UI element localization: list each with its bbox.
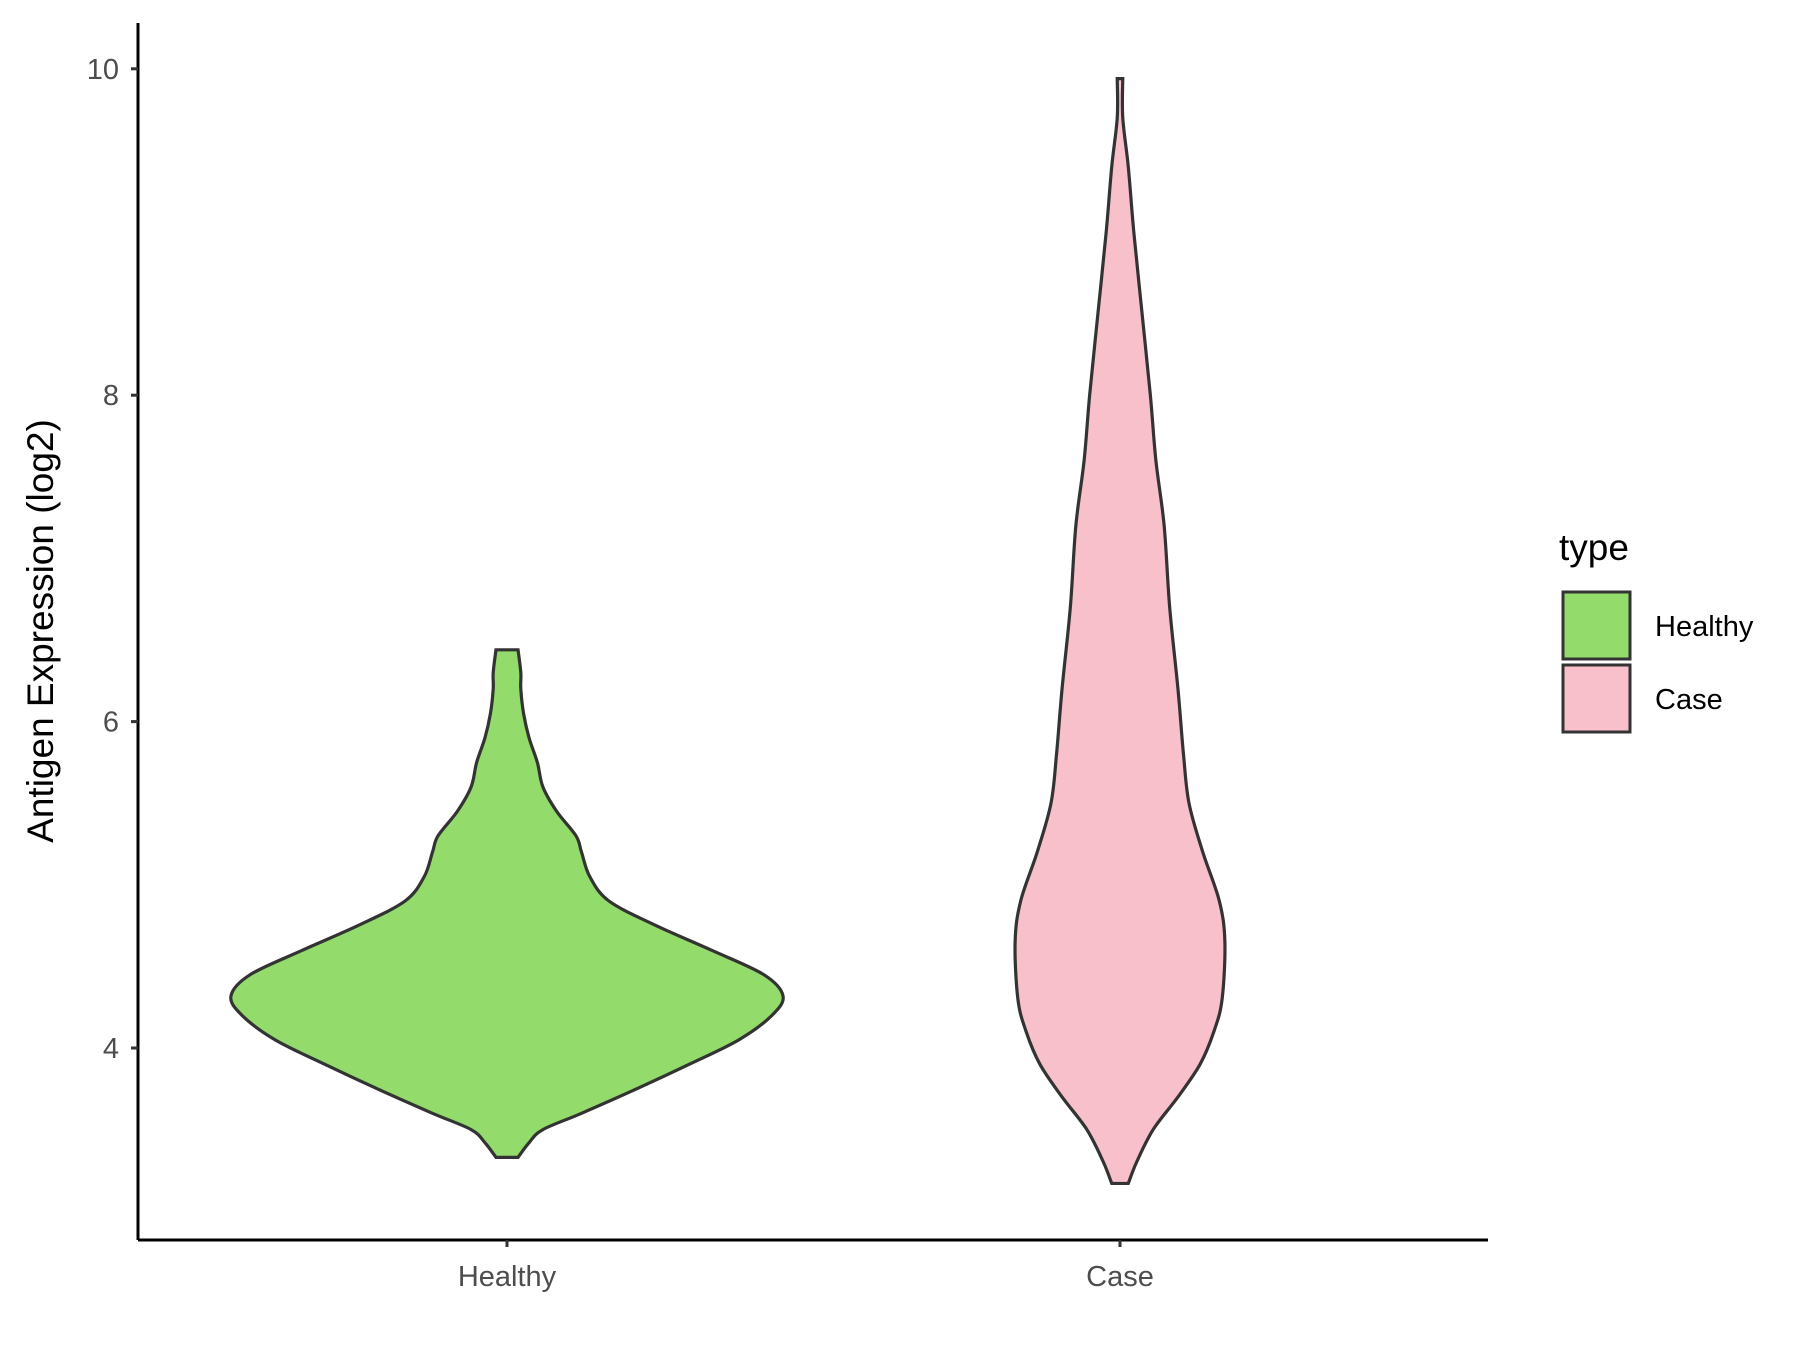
y-axis-ticks: 4 6 8 10 [87, 54, 138, 1065]
legend: type Healthy Case [1559, 527, 1754, 734]
x-axis-ticks: Healthy Case [458, 1240, 1154, 1293]
legend-title: type [1559, 527, 1629, 568]
legend-label-case: Case [1655, 684, 1723, 716]
y-tick-label: 8 [103, 380, 119, 412]
y-axis-title: Antigen Expression (log2) [20, 419, 61, 843]
x-tick-label: Healthy [458, 1261, 557, 1293]
violin-case [1013, 76, 1227, 1186]
violins-group [229, 76, 1227, 1186]
legend-label-healthy: Healthy [1655, 611, 1754, 643]
legend-key-healthy [1561, 590, 1632, 661]
y-tick-label: 4 [103, 1033, 119, 1065]
violin-healthy [229, 648, 785, 1159]
y-tick-label: 6 [103, 707, 119, 739]
y-tick-label: 10 [87, 54, 119, 86]
legend-key-case [1561, 663, 1632, 734]
x-tick-label: Case [1086, 1261, 1154, 1293]
